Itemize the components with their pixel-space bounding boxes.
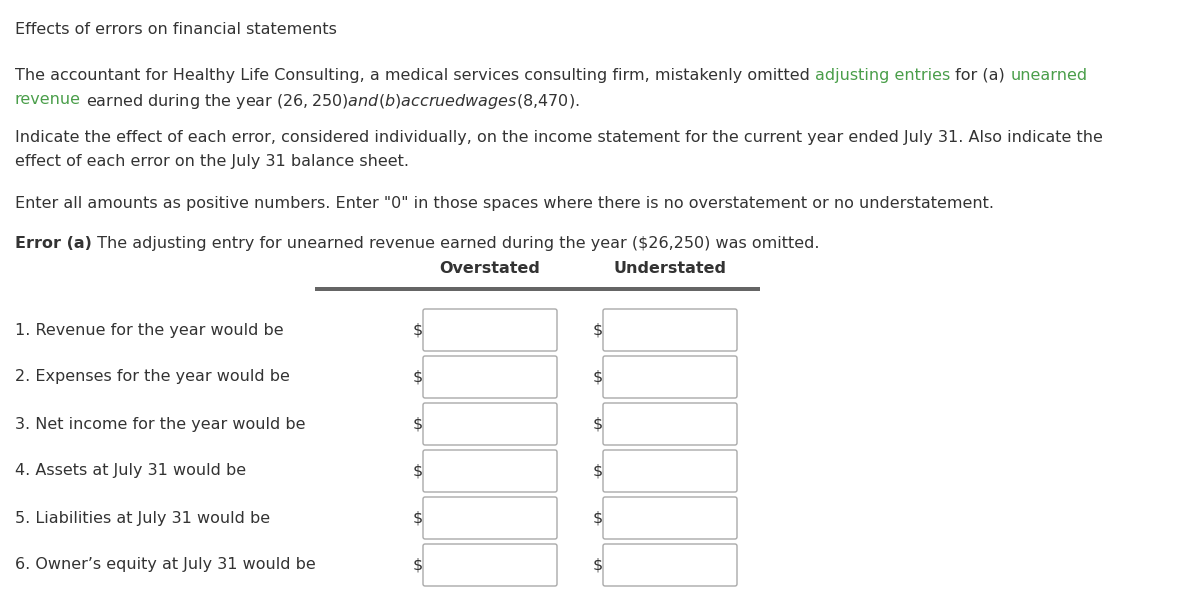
Text: Indicate the effect of each error, considered individually, on the income statem: Indicate the effect of each error, consi…: [14, 130, 1103, 145]
Text: 2. Expenses for the year would be: 2. Expenses for the year would be: [14, 369, 290, 384]
FancyBboxPatch shape: [424, 544, 557, 586]
Text: $: $: [593, 510, 602, 526]
Text: $: $: [413, 464, 424, 478]
Text: earned during the year ($26,250) and (b) accrued wages ($8,470).: earned during the year ($26,250) and (b)…: [82, 92, 580, 111]
Text: $: $: [413, 417, 424, 432]
Text: $: $: [413, 510, 424, 526]
Text: effect of each error on the July 31 balance sheet.: effect of each error on the July 31 bala…: [14, 154, 409, 169]
Text: Overstated: Overstated: [439, 261, 540, 276]
Text: The accountant for Healthy Life Consulting, a medical services consulting firm, : The accountant for Healthy Life Consulti…: [14, 68, 815, 83]
Text: $: $: [593, 369, 602, 384]
FancyBboxPatch shape: [424, 403, 557, 445]
Text: for (a): for (a): [950, 68, 1010, 83]
Text: $: $: [593, 558, 602, 572]
Text: revenue: revenue: [14, 92, 82, 107]
Text: 1. Revenue for the year would be: 1. Revenue for the year would be: [14, 323, 283, 337]
FancyBboxPatch shape: [604, 403, 737, 445]
Text: 6. Owner’s equity at July 31 would be: 6. Owner’s equity at July 31 would be: [14, 558, 316, 572]
Text: The adjusting entry for unearned revenue earned during the year ($26,250) was om: The adjusting entry for unearned revenue…: [92, 236, 820, 251]
FancyBboxPatch shape: [604, 450, 737, 492]
FancyBboxPatch shape: [424, 356, 557, 398]
Text: $: $: [593, 417, 602, 432]
FancyBboxPatch shape: [424, 309, 557, 351]
Text: Understated: Understated: [613, 261, 726, 276]
FancyBboxPatch shape: [424, 497, 557, 539]
FancyBboxPatch shape: [424, 450, 557, 492]
FancyBboxPatch shape: [604, 544, 737, 586]
Text: $: $: [413, 323, 424, 337]
Text: Enter all amounts as positive numbers. Enter "0" in those spaces where there is : Enter all amounts as positive numbers. E…: [14, 196, 994, 211]
FancyBboxPatch shape: [604, 497, 737, 539]
FancyBboxPatch shape: [604, 356, 737, 398]
Text: 3. Net income for the year would be: 3. Net income for the year would be: [14, 417, 306, 432]
Text: Error (a): Error (a): [14, 236, 92, 251]
Text: $: $: [593, 464, 602, 478]
Text: 5. Liabilities at July 31 would be: 5. Liabilities at July 31 would be: [14, 510, 270, 526]
Text: Effects of errors on financial statements: Effects of errors on financial statement…: [14, 22, 337, 37]
Text: $: $: [593, 323, 602, 337]
Text: $: $: [413, 558, 424, 572]
Text: 4. Assets at July 31 would be: 4. Assets at July 31 would be: [14, 464, 246, 478]
Text: $: $: [413, 369, 424, 384]
FancyBboxPatch shape: [604, 309, 737, 351]
Text: unearned: unearned: [1010, 68, 1087, 83]
Text: adjusting entries: adjusting entries: [815, 68, 950, 83]
